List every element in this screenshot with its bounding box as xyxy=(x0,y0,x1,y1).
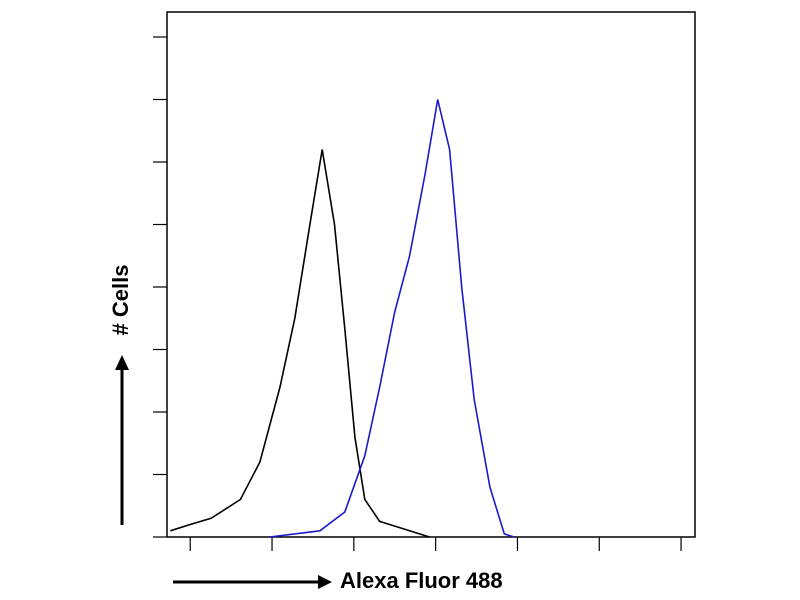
x-arrow-head xyxy=(318,575,332,589)
plot-frame xyxy=(166,11,696,538)
y-axis-label: # Cells xyxy=(108,265,133,336)
histogram-line xyxy=(170,149,430,538)
y-arrow-head xyxy=(115,355,129,370)
x-axis-label: Alexa Fluor 488 xyxy=(340,568,503,593)
histogram-line xyxy=(269,99,515,538)
